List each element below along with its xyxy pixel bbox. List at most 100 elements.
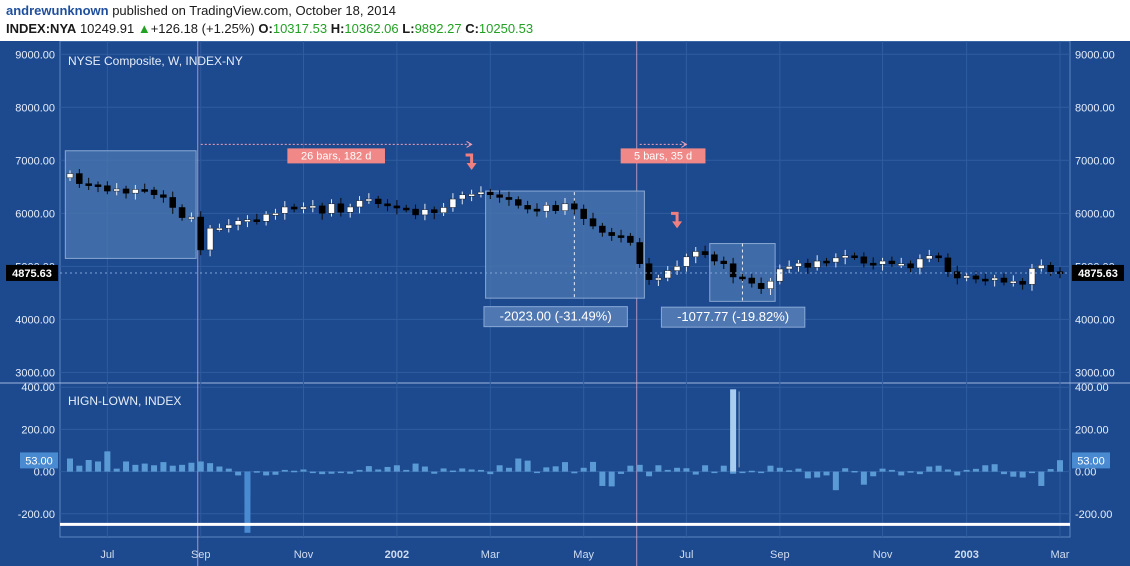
publish-line: andrewunknown published on TradingView.c… xyxy=(6,3,396,18)
candle-body xyxy=(963,275,970,279)
candle-body xyxy=(701,251,709,255)
x-tick-label: Mar xyxy=(1051,549,1070,561)
x-tick-label: Sep xyxy=(770,549,790,561)
candle-body xyxy=(561,203,569,211)
breadth-bar xyxy=(963,469,970,472)
candle-body xyxy=(272,213,279,216)
x-tick-label: 2003 xyxy=(954,549,978,561)
breadth-bar xyxy=(580,467,587,472)
range-annotation-1-head-icon xyxy=(466,140,473,148)
open-value: 10317.53 xyxy=(272,21,328,36)
chart-area[interactable]: Jul Sep Nov 2002 Mar May Jul Sep Nov 2003 Mar 26 ba… xyxy=(0,41,1130,566)
x-tick-label: Jul xyxy=(100,549,114,561)
breadth-bar xyxy=(300,469,307,472)
y-tick-label-right: 7000.00 xyxy=(1075,155,1115,167)
y-tick-label-left: 6000.00 xyxy=(15,208,55,220)
breadth-bar xyxy=(972,468,979,472)
low-value: 9892.27 xyxy=(414,21,462,36)
breadth-bar xyxy=(253,471,260,473)
last-price: 10249.91 xyxy=(79,21,135,36)
breadth-bar xyxy=(524,460,531,472)
breadth-bar xyxy=(347,471,354,474)
x-tick-label: Nov xyxy=(294,549,314,561)
breadth-bar xyxy=(393,465,400,472)
breadth-bar xyxy=(860,471,867,485)
candle-body xyxy=(776,268,784,282)
candle-body xyxy=(234,220,242,226)
candle-body xyxy=(515,199,522,206)
breadth-bar xyxy=(571,471,578,474)
close-value: 10250.53 xyxy=(478,21,534,36)
candle-body xyxy=(384,203,391,207)
candle-body xyxy=(673,266,681,271)
candle-body xyxy=(841,255,849,259)
breadth-bar xyxy=(758,471,765,474)
x-tick-label: 2002 xyxy=(385,549,409,561)
breadth-bar xyxy=(179,464,186,472)
breadth-bar xyxy=(618,471,625,474)
breadth-bar xyxy=(216,466,223,472)
candle-body xyxy=(795,262,802,267)
candle-body xyxy=(804,262,812,268)
breadth-dip-bar xyxy=(244,471,251,533)
breadth-bar xyxy=(646,471,653,477)
breadth-bar xyxy=(1038,471,1045,486)
breadth-bar xyxy=(683,468,690,472)
breadth-bar xyxy=(440,468,447,472)
candle-body xyxy=(178,207,186,218)
breadth-bar xyxy=(748,470,755,473)
candle-body xyxy=(430,209,438,214)
breadth-bar xyxy=(907,471,914,473)
breadth-bar xyxy=(421,466,428,472)
symbol-label: INDEX:NYA xyxy=(6,21,77,36)
candle-body xyxy=(225,224,233,229)
candle-body xyxy=(328,203,335,214)
candle-body xyxy=(636,242,643,264)
breadth-bar xyxy=(590,461,597,472)
candle-body xyxy=(150,189,158,196)
breadth-bar xyxy=(67,458,73,472)
x-tick-label: May xyxy=(573,549,594,561)
candle-body xyxy=(925,255,933,260)
candle-body xyxy=(244,219,251,222)
author-link[interactable]: andrewunknown xyxy=(6,3,109,18)
breadth-bar xyxy=(263,471,270,476)
breadth-bar xyxy=(104,451,111,472)
breadth-bar xyxy=(113,468,120,472)
candle-body xyxy=(496,194,503,198)
breadth-bar xyxy=(207,463,214,472)
range-annotation-1-label-bg xyxy=(287,148,385,164)
candle-body xyxy=(253,219,261,222)
candle-body xyxy=(720,260,728,264)
breadth-bar xyxy=(692,471,699,475)
breadth-bar xyxy=(814,471,821,478)
candle-body xyxy=(785,266,793,270)
low-label: L: xyxy=(402,21,415,36)
breadth-bar xyxy=(786,470,793,472)
candle-body xyxy=(197,216,205,251)
breadth-bar xyxy=(599,471,606,486)
candle-body xyxy=(543,205,550,212)
candle-body xyxy=(683,256,690,267)
change-value: +126.18 (+1.25%) xyxy=(150,21,255,36)
breadth-bar xyxy=(188,462,195,472)
breadth-bar xyxy=(375,469,382,472)
candle-body xyxy=(113,188,120,192)
breadth-bar xyxy=(823,471,830,476)
candle-body xyxy=(879,260,886,265)
candle-body xyxy=(739,276,746,280)
candle-body xyxy=(907,263,914,269)
last-breadth-badge xyxy=(1072,452,1110,469)
published-text: published on TradingView.com, October 18… xyxy=(112,3,396,18)
breadth-bar xyxy=(169,465,176,472)
breadth-bar xyxy=(76,465,83,472)
breadth-bar xyxy=(870,471,877,477)
breadth-bar xyxy=(842,468,849,472)
breadth-bar xyxy=(543,467,550,472)
candle-body xyxy=(608,232,615,236)
breadth-bar xyxy=(449,470,456,473)
measure-label-1-bg xyxy=(483,306,628,328)
last-breadth-label: 53.00 xyxy=(1077,455,1105,467)
candle-body xyxy=(813,260,821,268)
breadth-bar xyxy=(225,468,232,472)
